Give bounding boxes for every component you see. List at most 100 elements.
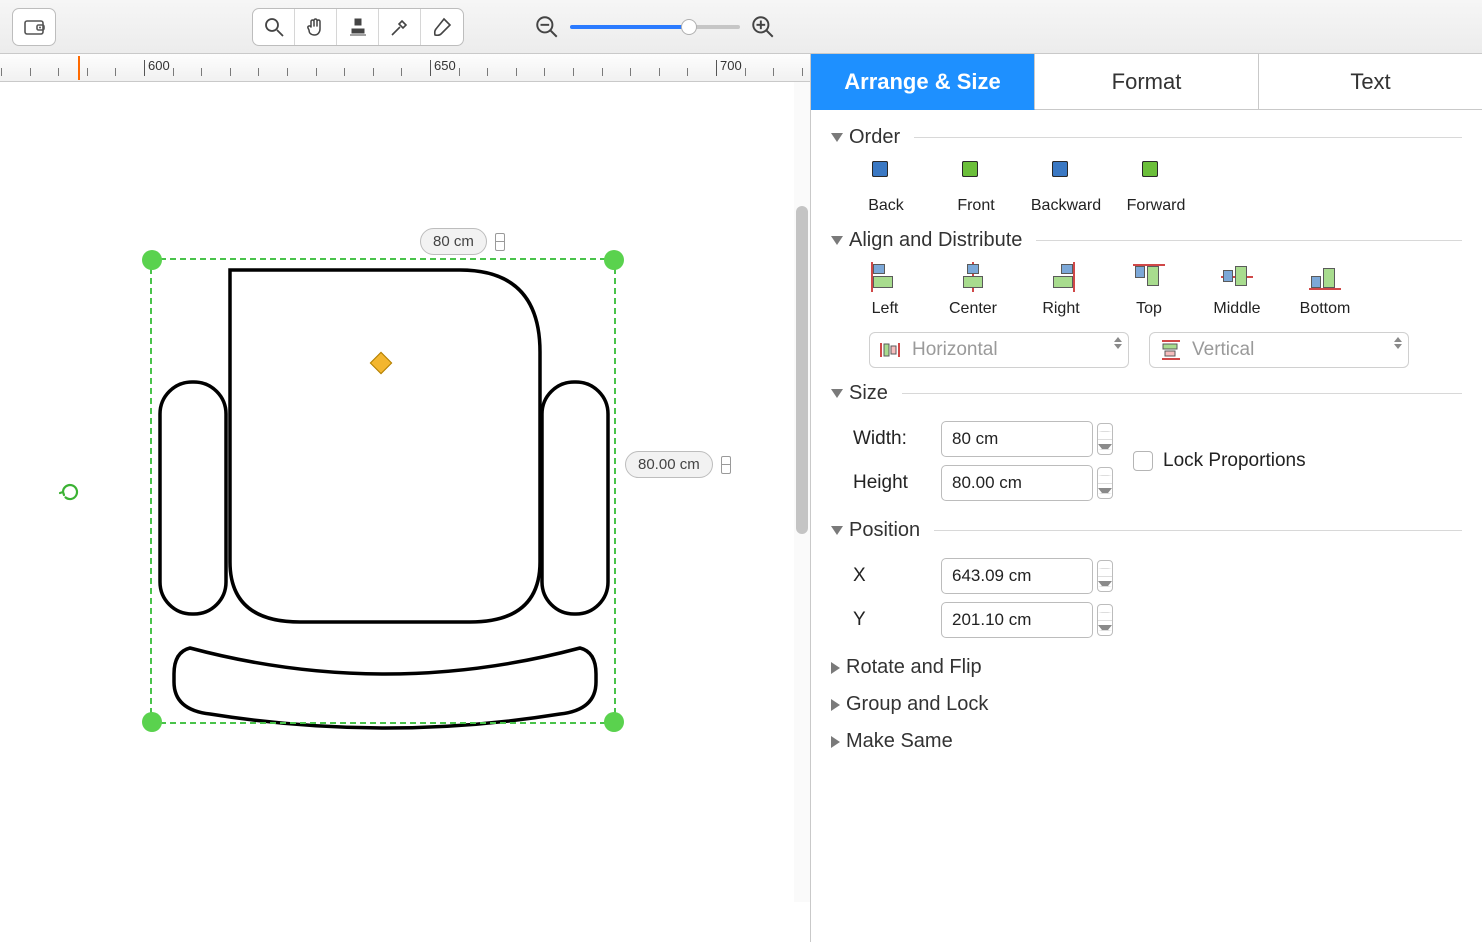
wallet-icon (22, 15, 46, 39)
height-badge-stepper[interactable] (721, 456, 731, 474)
chevron-right-icon (831, 699, 840, 711)
tab-arrange-size[interactable]: Arrange & Size (811, 54, 1035, 110)
section-group-lock-header[interactable]: Group and Lock (831, 693, 1462, 716)
section-group-lock-title: Group and Lock (846, 693, 988, 716)
section-position-title: Position (849, 519, 920, 542)
zoom-group (532, 12, 778, 42)
align-middle-icon (1223, 264, 1251, 290)
x-stepper[interactable] (1097, 560, 1113, 592)
section-align-title: Align and Distribute (849, 229, 1022, 252)
section-size: Size Width: Height (831, 382, 1462, 505)
zoom-in-button[interactable] (748, 12, 778, 42)
section-rotate-flip-header[interactable]: Rotate and Flip (831, 656, 1462, 679)
chevron-down-icon (831, 236, 843, 245)
section-align: Align and Distribute Left (831, 229, 1462, 368)
section-make-same-header[interactable]: Make Same (831, 730, 1462, 753)
canvas-scrollbar[interactable] (794, 82, 810, 902)
order-backward-icon (1052, 161, 1080, 187)
section-group-lock: Group and Lock (831, 693, 1462, 716)
align-middle[interactable]: Middle (1193, 264, 1281, 318)
rotate-icon (58, 480, 82, 504)
distribute-horizontal-select[interactable]: Horizontal (869, 332, 1129, 368)
selection-box[interactable] (150, 258, 616, 724)
canvas-tools-group (252, 8, 464, 46)
brush-tool[interactable] (421, 9, 463, 45)
section-position-header[interactable]: Position (831, 519, 1462, 542)
width-stepper[interactable] (1097, 423, 1113, 455)
selection-handle-sw[interactable] (142, 712, 162, 732)
magnify-icon (262, 15, 286, 39)
tab-text[interactable]: Text (1259, 54, 1482, 110)
width-badge: 80 cm (420, 228, 505, 255)
x-input[interactable] (941, 558, 1093, 594)
tab-format[interactable]: Format (1035, 54, 1259, 110)
y-stepper[interactable] (1097, 604, 1113, 636)
x-label: X (853, 565, 941, 587)
align-right-icon (1047, 264, 1075, 290)
align-left-icon (871, 264, 899, 290)
magnify-tool[interactable] (253, 9, 295, 45)
order-back[interactable]: Back (841, 161, 931, 215)
height-stepper[interactable] (1097, 467, 1113, 499)
chevron-down-icon (831, 389, 843, 398)
stamp-tool[interactable] (337, 9, 379, 45)
distribute-vertical-icon (1160, 340, 1182, 360)
height-badge: 80.00 cm (625, 451, 731, 478)
section-rotate-flip-title: Rotate and Flip (846, 656, 982, 679)
align-top-icon (1135, 264, 1163, 290)
width-badge-value: 80 cm (420, 228, 487, 255)
section-make-same-title: Make Same (846, 730, 953, 753)
section-rotate-flip: Rotate and Flip (831, 656, 1462, 679)
rotate-handle[interactable] (58, 480, 82, 504)
align-right[interactable]: Right (1017, 264, 1105, 318)
align-bottom[interactable]: Bottom (1281, 264, 1369, 318)
pan-tool[interactable] (295, 9, 337, 45)
inspector-tabs: Arrange & Size Format Text (811, 54, 1482, 110)
section-align-header[interactable]: Align and Distribute (831, 229, 1462, 252)
section-position: Position X Y (831, 519, 1462, 642)
lock-proportions-label: Lock Proportions (1163, 450, 1306, 472)
height-label: Height (853, 472, 941, 494)
zoom-slider[interactable] (570, 25, 740, 29)
library-button[interactable] (13, 9, 55, 45)
eyedropper-icon (388, 15, 412, 39)
order-front-icon (962, 161, 990, 187)
stamp-icon (346, 15, 370, 39)
width-label: Width: (853, 428, 941, 450)
order-forward[interactable]: Forward (1111, 161, 1201, 215)
chevron-right-icon (831, 736, 840, 748)
zoom-in-icon (750, 14, 776, 40)
section-order: Order Back Front (831, 126, 1462, 215)
selection-handle-nw[interactable] (142, 250, 162, 270)
selection-handle-ne[interactable] (604, 250, 624, 270)
inspector-panel: Arrange & Size Format Text Order Back (810, 54, 1482, 942)
align-center-icon (959, 264, 987, 290)
distribute-vertical-select[interactable]: Vertical (1149, 332, 1409, 368)
lock-proportions-checkbox[interactable] (1133, 451, 1153, 471)
section-size-header[interactable]: Size (831, 382, 1462, 405)
align-center[interactable]: Center (929, 264, 1017, 318)
align-left[interactable]: Left (841, 264, 929, 318)
eyedropper-tool[interactable] (379, 9, 421, 45)
width-badge-stepper[interactable] (495, 233, 505, 251)
section-size-title: Size (849, 382, 888, 405)
order-front[interactable]: Front (931, 161, 1021, 215)
toolbar (0, 0, 1482, 54)
order-back-icon (872, 161, 900, 187)
canvas-scrollbar-thumb[interactable] (796, 206, 808, 534)
wallet-tool-group (12, 8, 56, 46)
height-input[interactable] (941, 465, 1093, 501)
section-order-header[interactable]: Order (831, 126, 1462, 149)
align-top[interactable]: Top (1105, 264, 1193, 318)
zoom-slider-thumb[interactable] (681, 19, 697, 35)
zoom-out-icon (534, 14, 560, 40)
zoom-out-button[interactable] (532, 12, 562, 42)
order-backward[interactable]: Backward (1021, 161, 1111, 215)
selection-handle-se[interactable] (604, 712, 624, 732)
distribute-horizontal-icon (880, 340, 902, 360)
width-input[interactable] (941, 421, 1093, 457)
hand-icon (304, 15, 328, 39)
y-input[interactable] (941, 602, 1093, 638)
chevron-down-icon (831, 526, 843, 535)
section-make-same: Make Same (831, 730, 1462, 753)
